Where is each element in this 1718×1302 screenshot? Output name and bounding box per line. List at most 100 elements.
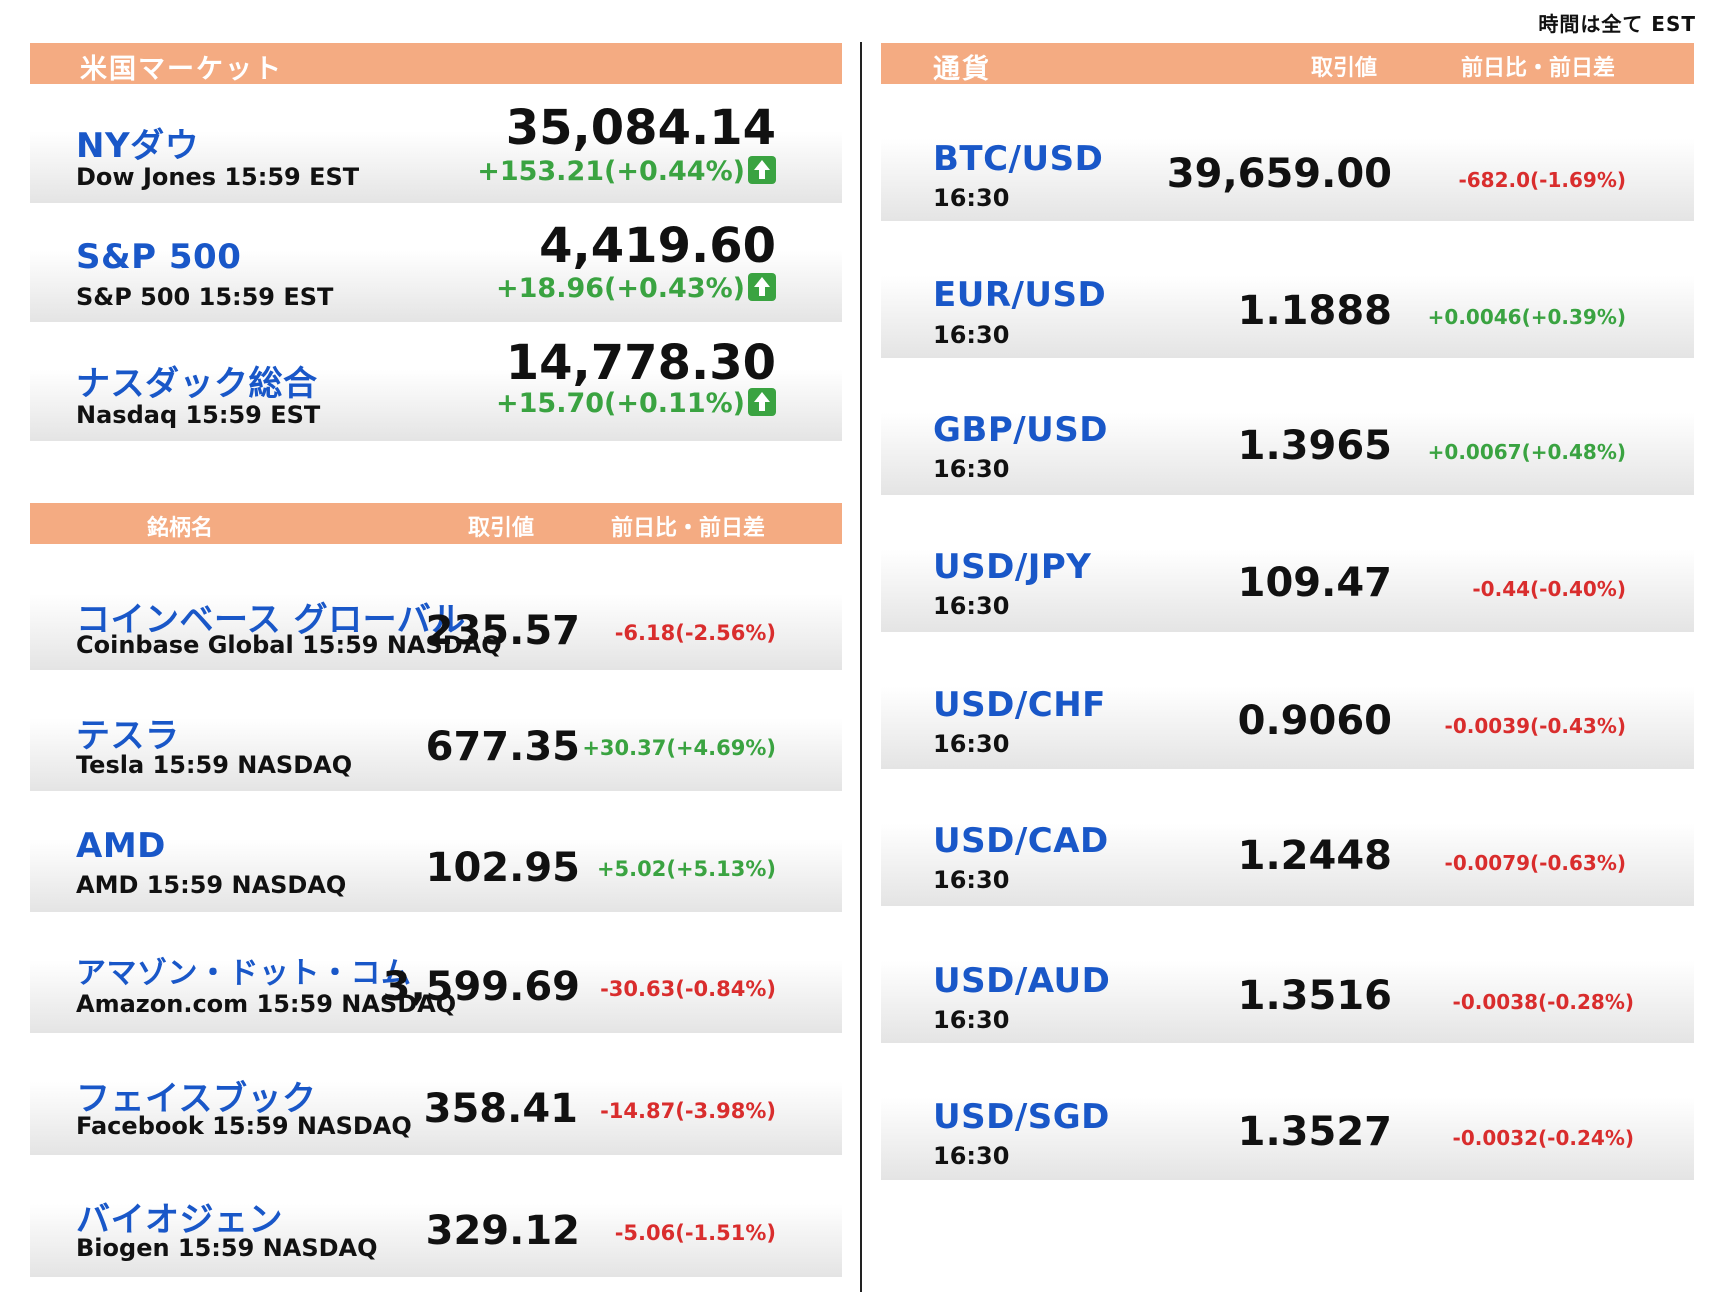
stock-row[interactable]: アマゾン・ドット・コム Amazon.com 15:59 NASDAQ 3,59… bbox=[30, 912, 842, 1033]
stock-sub: AMD 15:59 NASDAQ bbox=[76, 871, 347, 899]
stock-price: 235.57 bbox=[425, 608, 580, 654]
index-row-sp500[interactable]: S&P 500 S&P 500 15:59 EST 4,419.60 +18.9… bbox=[30, 203, 842, 322]
us-market-title: 米国マーケット bbox=[80, 54, 283, 85]
currency-panel: 通貨 取引値 前日比・前日差 BTC/USD 16:30 39,659.00 -… bbox=[881, 43, 1694, 1180]
index-change: +153.21(+0.44%) bbox=[477, 156, 776, 187]
index-sub: S&P 500 15:59 EST bbox=[76, 283, 334, 311]
stock-row[interactable]: コインベース グローバル Coinbase Global 15:59 NASDA… bbox=[30, 544, 842, 670]
stocks-list: コインベース グローバル Coinbase Global 15:59 NASDA… bbox=[30, 544, 842, 1277]
stock-price: 358.41 bbox=[423, 1086, 578, 1132]
stock-name: AMD bbox=[76, 826, 166, 866]
currency-price: 1.1888 bbox=[1237, 288, 1392, 334]
arrow-up-icon bbox=[748, 273, 776, 301]
currency-change: -0.0038(-0.28%) bbox=[1452, 990, 1634, 1014]
currency-time: 16:30 bbox=[933, 866, 1010, 894]
currency-time: 16:30 bbox=[933, 1142, 1010, 1170]
stock-row[interactable]: テスラ Tesla 15:59 NASDAQ 677.35 +30.37(+4.… bbox=[30, 670, 842, 791]
index-change: +15.70(+0.11%) bbox=[496, 388, 776, 419]
index-sub: Dow Jones 15:59 EST bbox=[76, 163, 360, 191]
stock-name: アマゾン・ドット・コム bbox=[76, 956, 412, 991]
index-change-text: +153.21(+0.44%) bbox=[477, 156, 745, 187]
currency-price: 1.2448 bbox=[1237, 833, 1392, 879]
stock-row[interactable]: AMD AMD 15:59 NASDAQ 102.95 +5.02(+5.13%… bbox=[30, 791, 842, 912]
stock-change: +5.02(+5.13%) bbox=[596, 857, 776, 881]
currency-row[interactable]: USD/CHF 16:30 0.9060 -0.0039(-0.43%) bbox=[881, 632, 1694, 769]
stocks-col-name: 銘柄名 bbox=[147, 516, 214, 541]
stock-price: 3,599.69 bbox=[382, 964, 580, 1010]
stock-row[interactable]: フェイスブック Facebook 15:59 NASDAQ 358.41 -14… bbox=[30, 1033, 842, 1155]
currency-change: -682.0(-1.69%) bbox=[1458, 168, 1626, 192]
currency-list: BTC/USD 16:30 39,659.00 -682.0(-1.69%) E… bbox=[881, 84, 1694, 1180]
stock-name: バイオジェン bbox=[76, 1200, 283, 1240]
stock-sub: Tesla 15:59 NASDAQ bbox=[76, 751, 353, 779]
stock-sub: Amazon.com 15:59 NASDAQ bbox=[76, 990, 457, 1018]
currency-row[interactable]: USD/CAD 16:30 1.2448 -0.0079(-0.63%) bbox=[881, 769, 1694, 906]
index-change-text: +18.96(+0.43%) bbox=[496, 273, 745, 304]
stock-name: テスラ bbox=[76, 716, 180, 756]
currency-row[interactable]: USD/SGD 16:30 1.3527 -0.0032(-0.24%) bbox=[881, 1043, 1694, 1180]
currency-pair: USD/SGD bbox=[933, 1097, 1110, 1137]
stock-row[interactable]: バイオジェン Biogen 15:59 NASDAQ 329.12 -5.06(… bbox=[30, 1155, 842, 1277]
currency-row[interactable]: USD/JPY 16:30 109.47 -0.44(-0.40%) bbox=[881, 495, 1694, 632]
currency-time: 16:30 bbox=[933, 730, 1010, 758]
stock-sub: Facebook 15:59 NASDAQ bbox=[76, 1112, 412, 1140]
us-market-panel: 米国マーケット NYダウ Dow Jones 15:59 EST 35,084.… bbox=[30, 43, 842, 1277]
stock-name: フェイスブック bbox=[76, 1079, 317, 1119]
stock-change: -14.87(-3.98%) bbox=[600, 1099, 776, 1123]
index-value: 14,778.30 bbox=[505, 335, 776, 391]
timezone-note: 時間は全て EST bbox=[1538, 12, 1696, 36]
currency-row[interactable]: GBP/USD 16:30 1.3965 +0.0067(+0.48%) bbox=[881, 358, 1694, 495]
arrow-up-icon bbox=[748, 156, 776, 184]
currency-row[interactable]: USD/AUD 16:30 1.3516 -0.0038(-0.28%) bbox=[881, 906, 1694, 1043]
stocks-col-change: 前日比・前日差 bbox=[611, 516, 766, 541]
index-change-text: +15.70(+0.11%) bbox=[496, 388, 745, 419]
currency-change: +0.0067(+0.48%) bbox=[1427, 440, 1626, 464]
stocks-col-price: 取引値 bbox=[468, 516, 535, 541]
stock-change: -5.06(-1.51%) bbox=[614, 1221, 776, 1245]
stock-price: 677.35 bbox=[425, 724, 580, 770]
currency-pair: USD/AUD bbox=[933, 961, 1111, 1001]
us-market-header: 米国マーケット bbox=[30, 43, 842, 85]
currency-price: 39,659.00 bbox=[1166, 151, 1392, 197]
index-row-dow[interactable]: NYダウ Dow Jones 15:59 EST 35,084.14 +153.… bbox=[30, 84, 842, 203]
stock-change: -6.18(-2.56%) bbox=[614, 621, 776, 645]
currency-change: +0.0046(+0.39%) bbox=[1427, 305, 1626, 329]
currency-time: 16:30 bbox=[933, 321, 1010, 349]
currency-pair: EUR/USD bbox=[933, 275, 1107, 315]
index-change: +18.96(+0.43%) bbox=[496, 273, 776, 304]
currency-price: 109.47 bbox=[1237, 560, 1392, 606]
index-row-nasdaq[interactable]: ナスダック総合 Nasdaq 15:59 EST 14,778.30 +15.7… bbox=[30, 322, 842, 441]
currency-change: -0.0039(-0.43%) bbox=[1444, 714, 1626, 738]
arrow-up-icon bbox=[748, 388, 776, 416]
currency-pair: USD/JPY bbox=[933, 547, 1092, 587]
stock-sub: Biogen 15:59 NASDAQ bbox=[76, 1234, 378, 1262]
stock-sub: Coinbase Global 15:59 NASDAQ bbox=[76, 631, 502, 659]
currency-price: 1.3965 bbox=[1237, 423, 1392, 469]
currency-time: 16:30 bbox=[933, 184, 1010, 212]
currency-col-change: 前日比・前日差 bbox=[1461, 56, 1616, 81]
currency-price: 1.3527 bbox=[1237, 1109, 1392, 1155]
currency-price: 0.9060 bbox=[1237, 698, 1392, 744]
stock-change: +30.37(+4.69%) bbox=[582, 736, 776, 760]
currency-header: 通貨 取引値 前日比・前日差 bbox=[881, 43, 1694, 85]
currency-price: 1.3516 bbox=[1237, 973, 1392, 1019]
currency-pair: GBP/USD bbox=[933, 410, 1108, 450]
index-sub: Nasdaq 15:59 EST bbox=[76, 401, 321, 429]
index-name: NYダウ bbox=[76, 126, 200, 166]
currency-time: 16:30 bbox=[933, 455, 1010, 483]
stock-change: -30.63(-0.84%) bbox=[600, 977, 776, 1001]
currency-change: -0.0032(-0.24%) bbox=[1452, 1126, 1634, 1150]
currency-pair: USD/CAD bbox=[933, 821, 1109, 861]
stock-price: 329.12 bbox=[425, 1208, 580, 1254]
currency-row[interactable]: BTC/USD 16:30 39,659.00 -682.0(-1.69%) bbox=[881, 84, 1694, 221]
index-value: 35,084.14 bbox=[505, 100, 776, 156]
index-value: 4,419.60 bbox=[539, 218, 776, 274]
index-name: ナスダック総合 bbox=[76, 364, 318, 404]
currency-change: -0.0079(-0.63%) bbox=[1444, 851, 1626, 875]
currency-col-name: 通貨 bbox=[933, 54, 991, 85]
stock-price: 102.95 bbox=[425, 845, 580, 891]
stocks-header: 銘柄名 取引値 前日比・前日差 bbox=[30, 503, 842, 544]
currency-row[interactable]: EUR/USD 16:30 1.1888 +0.0046(+0.39%) bbox=[881, 221, 1694, 358]
currency-col-price: 取引値 bbox=[1311, 56, 1378, 81]
currency-time: 16:30 bbox=[933, 1006, 1010, 1034]
